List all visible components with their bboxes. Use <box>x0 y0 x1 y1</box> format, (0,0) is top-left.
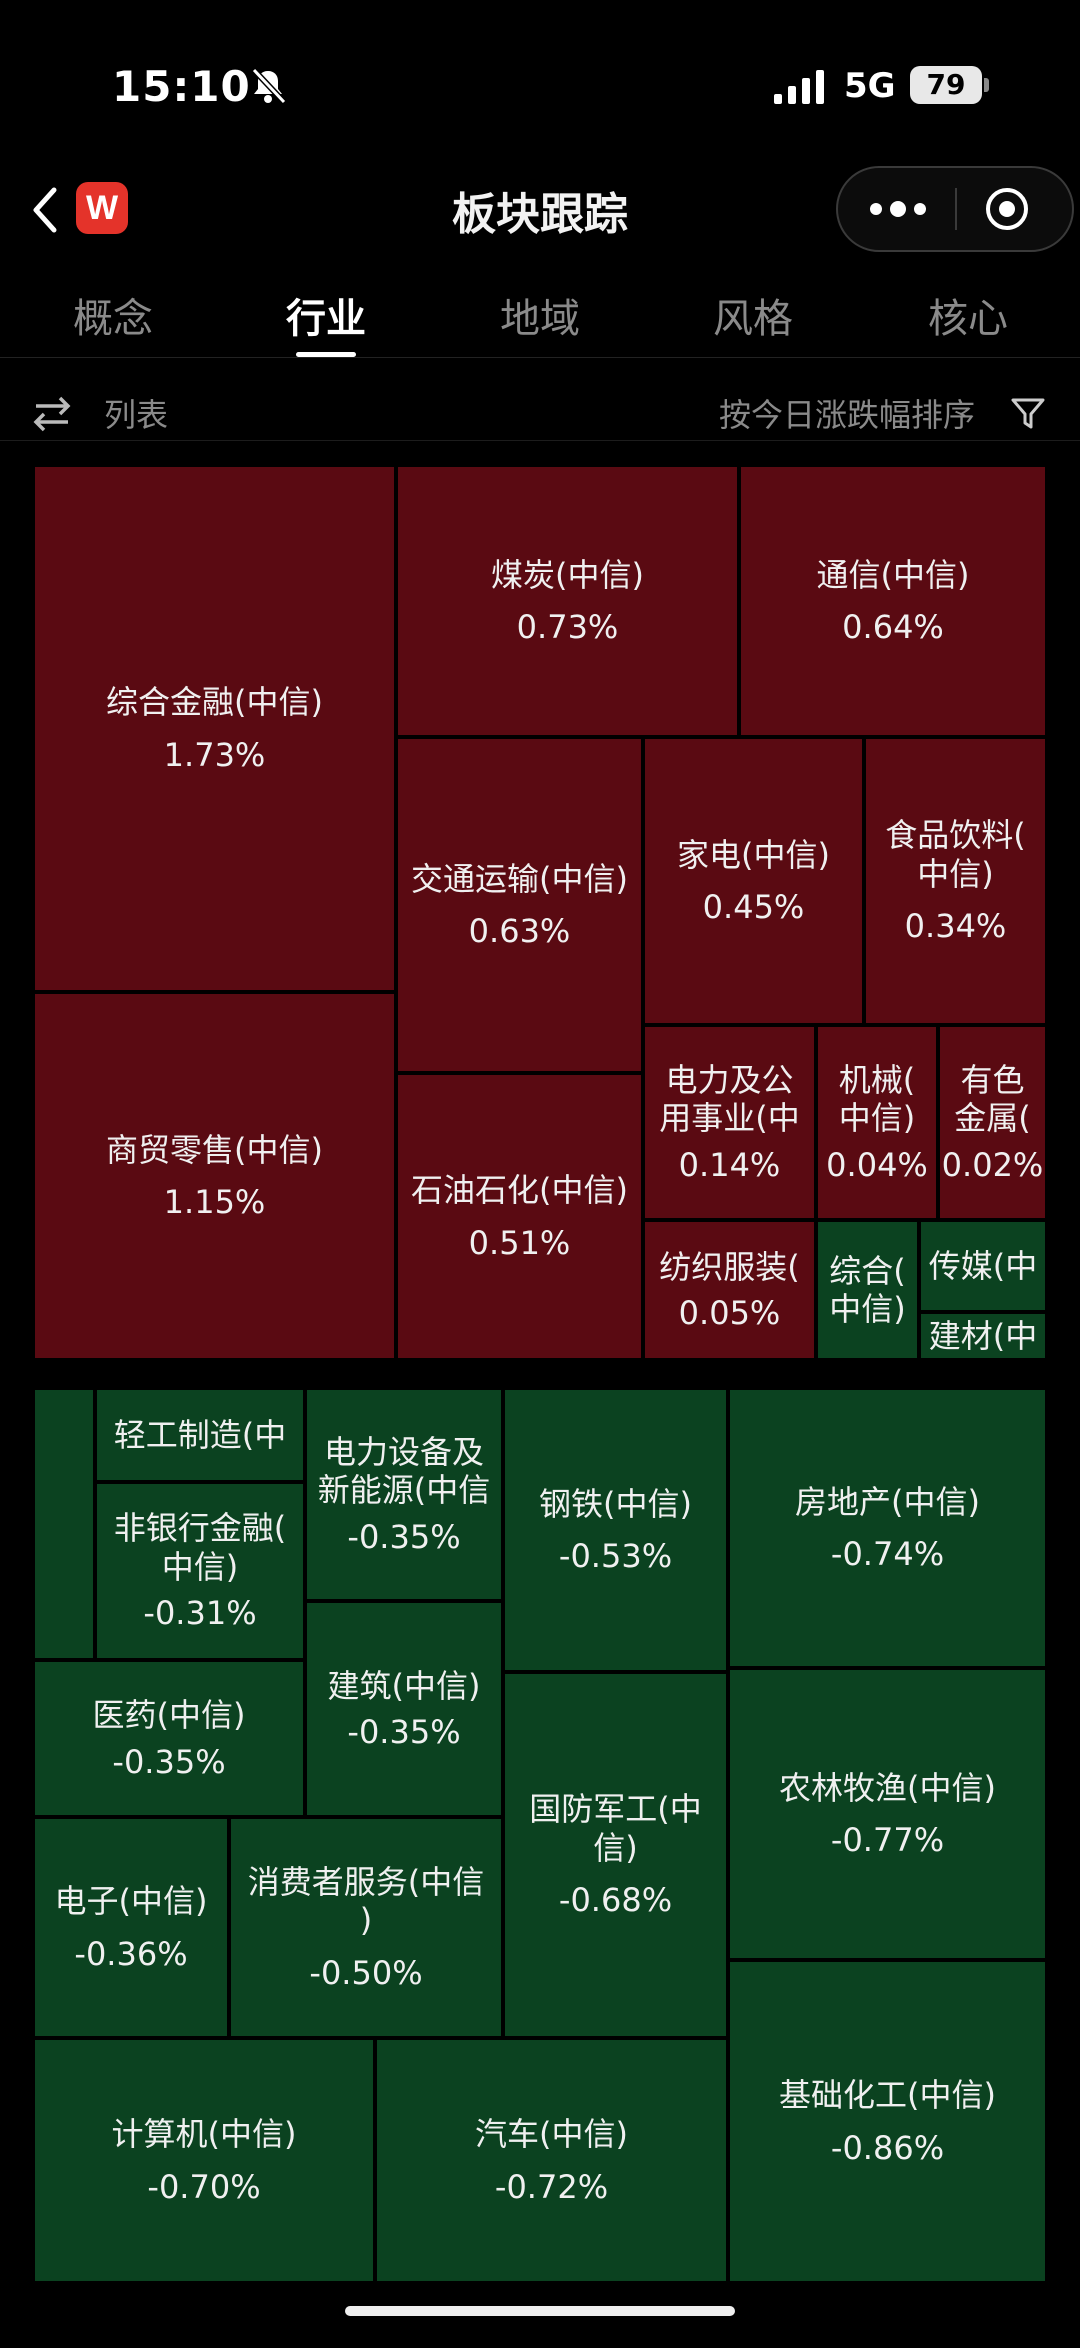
back-arrow-icon[interactable] <box>22 180 72 240</box>
sector-tile[interactable]: 农林牧渔(中信) -0.77% <box>728 1668 1047 1960</box>
sector-tile[interactable]: 钢铁(中信) -0.53% <box>503 1388 728 1672</box>
close-miniapp-icon[interactable] <box>984 186 1030 232</box>
app-logo: W <box>76 182 128 234</box>
sector-tile[interactable]: 建筑(中信) -0.35% <box>305 1601 503 1817</box>
home-indicator[interactable] <box>345 2306 735 2316</box>
sector-tile[interactable]: 电力及公 用事业(中 0.14% <box>643 1025 816 1220</box>
sector-tile[interactable]: 交通运输(中信) 0.63% <box>396 737 643 1073</box>
sort-option[interactable]: 按今日涨跌幅排序 <box>718 396 975 434</box>
sector-tile[interactable]: 综合金融(中信) 1.73% <box>33 465 396 992</box>
sector-tile[interactable]: 石油石化(中信) 0.51% <box>396 1073 643 1360</box>
sector-tile[interactable]: 基础化工(中信) -0.86% <box>728 1960 1047 2283</box>
sector-tile[interactable]: 通信(中信) 0.64% <box>739 465 1047 737</box>
sector-tile[interactable]: 国防军工(中 信) -0.68% <box>503 1672 728 2038</box>
sector-tile[interactable]: 消费者服务(中信 ) -0.50% <box>229 1817 503 2038</box>
sector-tile[interactable]: 机械( 中信) 0.04% <box>816 1025 938 1220</box>
sector-tile[interactable]: 房地产(中信) -0.74% <box>728 1388 1047 1668</box>
tab-core[interactable]: 核心 <box>928 296 1008 342</box>
active-tab-indicator <box>296 352 356 357</box>
filter-icon[interactable] <box>1010 396 1046 432</box>
signal-icon <box>774 70 824 104</box>
sector-tile[interactable]: 食品饮料( 中信) 0.34% <box>864 737 1047 1025</box>
more-options-icon[interactable] <box>866 196 930 222</box>
sector-tile[interactable]: 电子(中信) -0.36% <box>33 1817 229 2038</box>
sector-tile[interactable]: 综合( 中信) <box>816 1220 919 1360</box>
tab-style[interactable]: 风格 <box>713 296 793 342</box>
sector-tile[interactable]: 商贸零售(中信) 1.15% <box>33 992 396 1360</box>
status-time: 15:10 <box>112 62 251 111</box>
page-title: 板块跟踪 <box>452 189 628 240</box>
network-type: 5G <box>844 66 896 106</box>
sector-tile[interactable]: 家电(中信) 0.45% <box>643 737 864 1025</box>
sector-tile[interactable]: 轻工制造(中 <box>95 1388 305 1482</box>
sector-tile[interactable]: 汽车(中信) -0.72% <box>375 2038 728 2283</box>
bell-off-icon <box>251 67 287 105</box>
list-view-toggle[interactable]: 列表 <box>104 396 169 434</box>
sector-tile[interactable]: 非银行金融( 中信) -0.31% <box>95 1482 305 1660</box>
tab-region[interactable]: 地域 <box>500 296 580 342</box>
sector-tile[interactable] <box>33 1388 95 1660</box>
battery-tip <box>984 78 989 92</box>
battery-indicator: 79 <box>910 66 982 104</box>
sector-tile[interactable]: 纺织服装(0.05% <box>643 1220 816 1360</box>
capsule-divider <box>955 188 957 230</box>
tab-concept[interactable]: 概念 <box>73 296 153 342</box>
sector-tile[interactable]: 电力设备及 新能源(中信 -0.35% <box>305 1388 503 1601</box>
sector-tile[interactable]: 煤炭(中信) 0.73% <box>396 465 739 737</box>
sector-tile[interactable]: 有色 金属(0.02% <box>938 1025 1047 1220</box>
divider <box>0 357 1080 358</box>
sector-tile[interactable]: 医药(中信) -0.35% <box>33 1660 305 1817</box>
swap-view-icon[interactable] <box>32 394 72 432</box>
sector-tile[interactable]: 建材(中 <box>919 1312 1047 1360</box>
divider <box>0 440 1080 441</box>
sector-tile[interactable]: 传媒(中 <box>919 1220 1047 1312</box>
sector-tile[interactable]: 计算机(中信) -0.70% <box>33 2038 375 2283</box>
tab-industry[interactable]: 行业 <box>286 296 366 342</box>
